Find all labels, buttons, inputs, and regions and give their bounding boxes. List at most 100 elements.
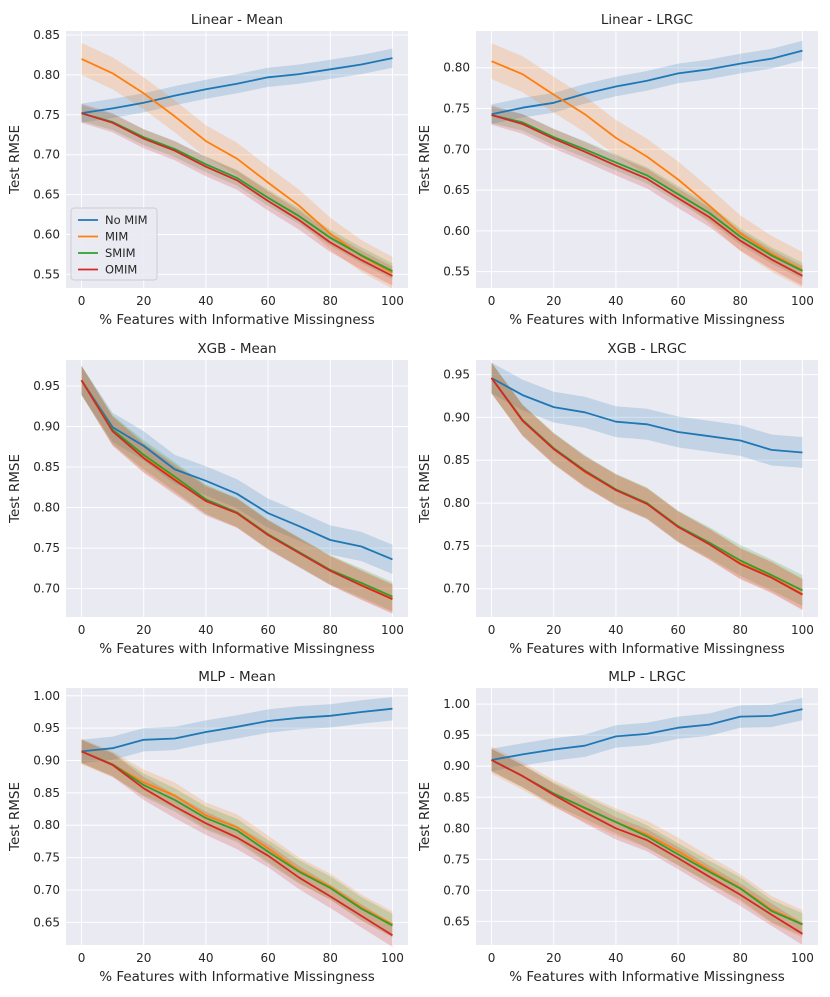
band-smim bbox=[491, 362, 803, 606]
y-tick-label: 0.65 bbox=[443, 183, 470, 197]
panel-xgb-lrgc: 0 20 40 60 80 100 0.70 0.75 0.80 0.85 0.90 0.95 XGB … bbox=[417, 341, 818, 657]
x-tick-label: 100 bbox=[791, 623, 814, 637]
panel-title: Linear - LRGC bbox=[601, 12, 693, 28]
band-smim bbox=[491, 748, 803, 936]
x-axis-label: % Features with Informative Missingness bbox=[99, 969, 375, 985]
band-omim bbox=[81, 103, 393, 286]
y-tick-label: 0.70 bbox=[443, 883, 470, 897]
legend-label: No MIM bbox=[105, 213, 148, 227]
y-tick-label: 1.00 bbox=[443, 697, 470, 711]
panel-title: XGB - LRGC bbox=[607, 341, 686, 357]
y-tick-label: 1.00 bbox=[33, 689, 60, 703]
panel-title: XGB - Mean bbox=[197, 341, 276, 357]
x-axis-label: % Features with Informative Missingness bbox=[99, 641, 375, 657]
x-tick-label: 60 bbox=[260, 951, 275, 965]
x-tick-label: 80 bbox=[323, 951, 338, 965]
line-omim bbox=[491, 114, 803, 277]
band-no-mim bbox=[81, 365, 393, 574]
y-tick-label: 0.75 bbox=[33, 541, 60, 555]
band-omim bbox=[491, 748, 803, 945]
x-tick-label: 80 bbox=[733, 623, 748, 637]
x-tick-label: 100 bbox=[381, 623, 404, 637]
panel-mlp-mean: 0 20 40 60 80 100 0.65 0.70 0.75 0.80 0.85 0.90 0.95… bbox=[7, 669, 408, 985]
line-omim bbox=[491, 759, 803, 935]
band-no-mim bbox=[81, 697, 393, 764]
x-tick-label: 0 bbox=[78, 623, 86, 637]
y-tick-label: 0.85 bbox=[33, 460, 60, 474]
x-tick-label: 60 bbox=[260, 623, 275, 637]
y-tick-label: 0.70 bbox=[33, 883, 60, 897]
line-omim bbox=[81, 112, 393, 277]
y-axis-label: Test RMSE bbox=[7, 125, 23, 195]
y-tick-label: 0.60 bbox=[443, 224, 470, 238]
panel-mlp-lrgc: 0 20 40 60 80 100 0.65 0.70 0.75 0.80 0.85 0.90 0.95… bbox=[417, 669, 818, 985]
y-tick-label: 0.95 bbox=[443, 728, 470, 742]
x-tick-label: 40 bbox=[198, 951, 213, 965]
y-tick-label: 0.75 bbox=[443, 539, 470, 553]
x-tick-label: 0 bbox=[78, 951, 86, 965]
y-tick-label: 0.95 bbox=[33, 721, 60, 735]
x-tick-label: 20 bbox=[136, 951, 151, 965]
y-tick-label: 0.65 bbox=[33, 915, 60, 929]
y-tick-label: 0.85 bbox=[33, 786, 60, 800]
y-tick-label: 0.80 bbox=[33, 501, 60, 515]
x-tick-label: 0 bbox=[78, 294, 86, 308]
y-tick-label: 0.75 bbox=[33, 108, 60, 122]
y-axis-label: Test RMSE bbox=[417, 125, 433, 195]
line-mim bbox=[81, 58, 393, 274]
legend-label: SMIM bbox=[105, 246, 136, 260]
y-tick-label: 0.70 bbox=[33, 148, 60, 162]
y-tick-label: 0.95 bbox=[33, 379, 60, 393]
y-tick-label: 0.70 bbox=[33, 582, 60, 596]
x-tick-label: 80 bbox=[733, 294, 748, 308]
y-axis-label: Test RMSE bbox=[7, 782, 23, 852]
line-smim bbox=[491, 114, 803, 272]
y-axis-label: Test RMSE bbox=[417, 454, 433, 524]
plot-area bbox=[66, 360, 408, 617]
x-tick-label: 80 bbox=[323, 294, 338, 308]
x-tick-label: 20 bbox=[546, 951, 561, 965]
y-tick-label: 0.95 bbox=[443, 368, 470, 382]
y-axis-label: Test RMSE bbox=[7, 454, 23, 524]
band-omim bbox=[81, 365, 393, 614]
y-axis-label: Test RMSE bbox=[417, 782, 433, 852]
y-tick-label: 0.90 bbox=[33, 754, 60, 768]
x-axis-label: % Features with Informative Missingness bbox=[509, 641, 785, 657]
band-omim bbox=[491, 105, 803, 286]
line-omim bbox=[81, 750, 393, 937]
x-tick-label: 100 bbox=[381, 951, 404, 965]
y-tick-label: 0.75 bbox=[443, 102, 470, 116]
band-mim bbox=[81, 365, 393, 613]
x-tick-label: 40 bbox=[608, 951, 623, 965]
band-omim bbox=[491, 362, 803, 611]
x-tick-label: 60 bbox=[670, 623, 685, 637]
band-mim bbox=[491, 746, 803, 938]
x-tick-label: 40 bbox=[198, 294, 213, 308]
band-smim bbox=[491, 106, 803, 280]
y-tick-label: 0.90 bbox=[33, 419, 60, 433]
x-tick-label: 100 bbox=[381, 294, 404, 308]
line-no-mim bbox=[491, 708, 803, 761]
plot-area bbox=[476, 31, 818, 288]
x-tick-label: 0 bbox=[488, 951, 496, 965]
line-no-mim bbox=[491, 49, 803, 116]
x-tick-label: 40 bbox=[198, 623, 213, 637]
y-tick-label: 0.90 bbox=[443, 410, 470, 424]
x-tick-label: 40 bbox=[608, 623, 623, 637]
band-no-mim bbox=[491, 362, 803, 468]
x-tick-label: 20 bbox=[546, 623, 561, 637]
panel-title: MLP - Mean bbox=[198, 669, 276, 685]
legend-label: MIM bbox=[105, 230, 128, 244]
line-no-mim bbox=[80, 379, 393, 561]
y-tick-label: 0.85 bbox=[443, 790, 470, 804]
x-tick-label: 0 bbox=[488, 623, 496, 637]
y-tick-label: 0.85 bbox=[443, 453, 470, 467]
x-tick-label: 60 bbox=[670, 951, 685, 965]
legend: No MIM MIM SMIM OMIM bbox=[70, 207, 158, 281]
x-axis-label: % Features with Informative Missingness bbox=[99, 312, 375, 328]
line-mim bbox=[491, 60, 803, 271]
x-tick-label: 20 bbox=[136, 623, 151, 637]
y-tick-label: 0.90 bbox=[443, 759, 470, 773]
y-tick-label: 0.55 bbox=[33, 267, 60, 281]
